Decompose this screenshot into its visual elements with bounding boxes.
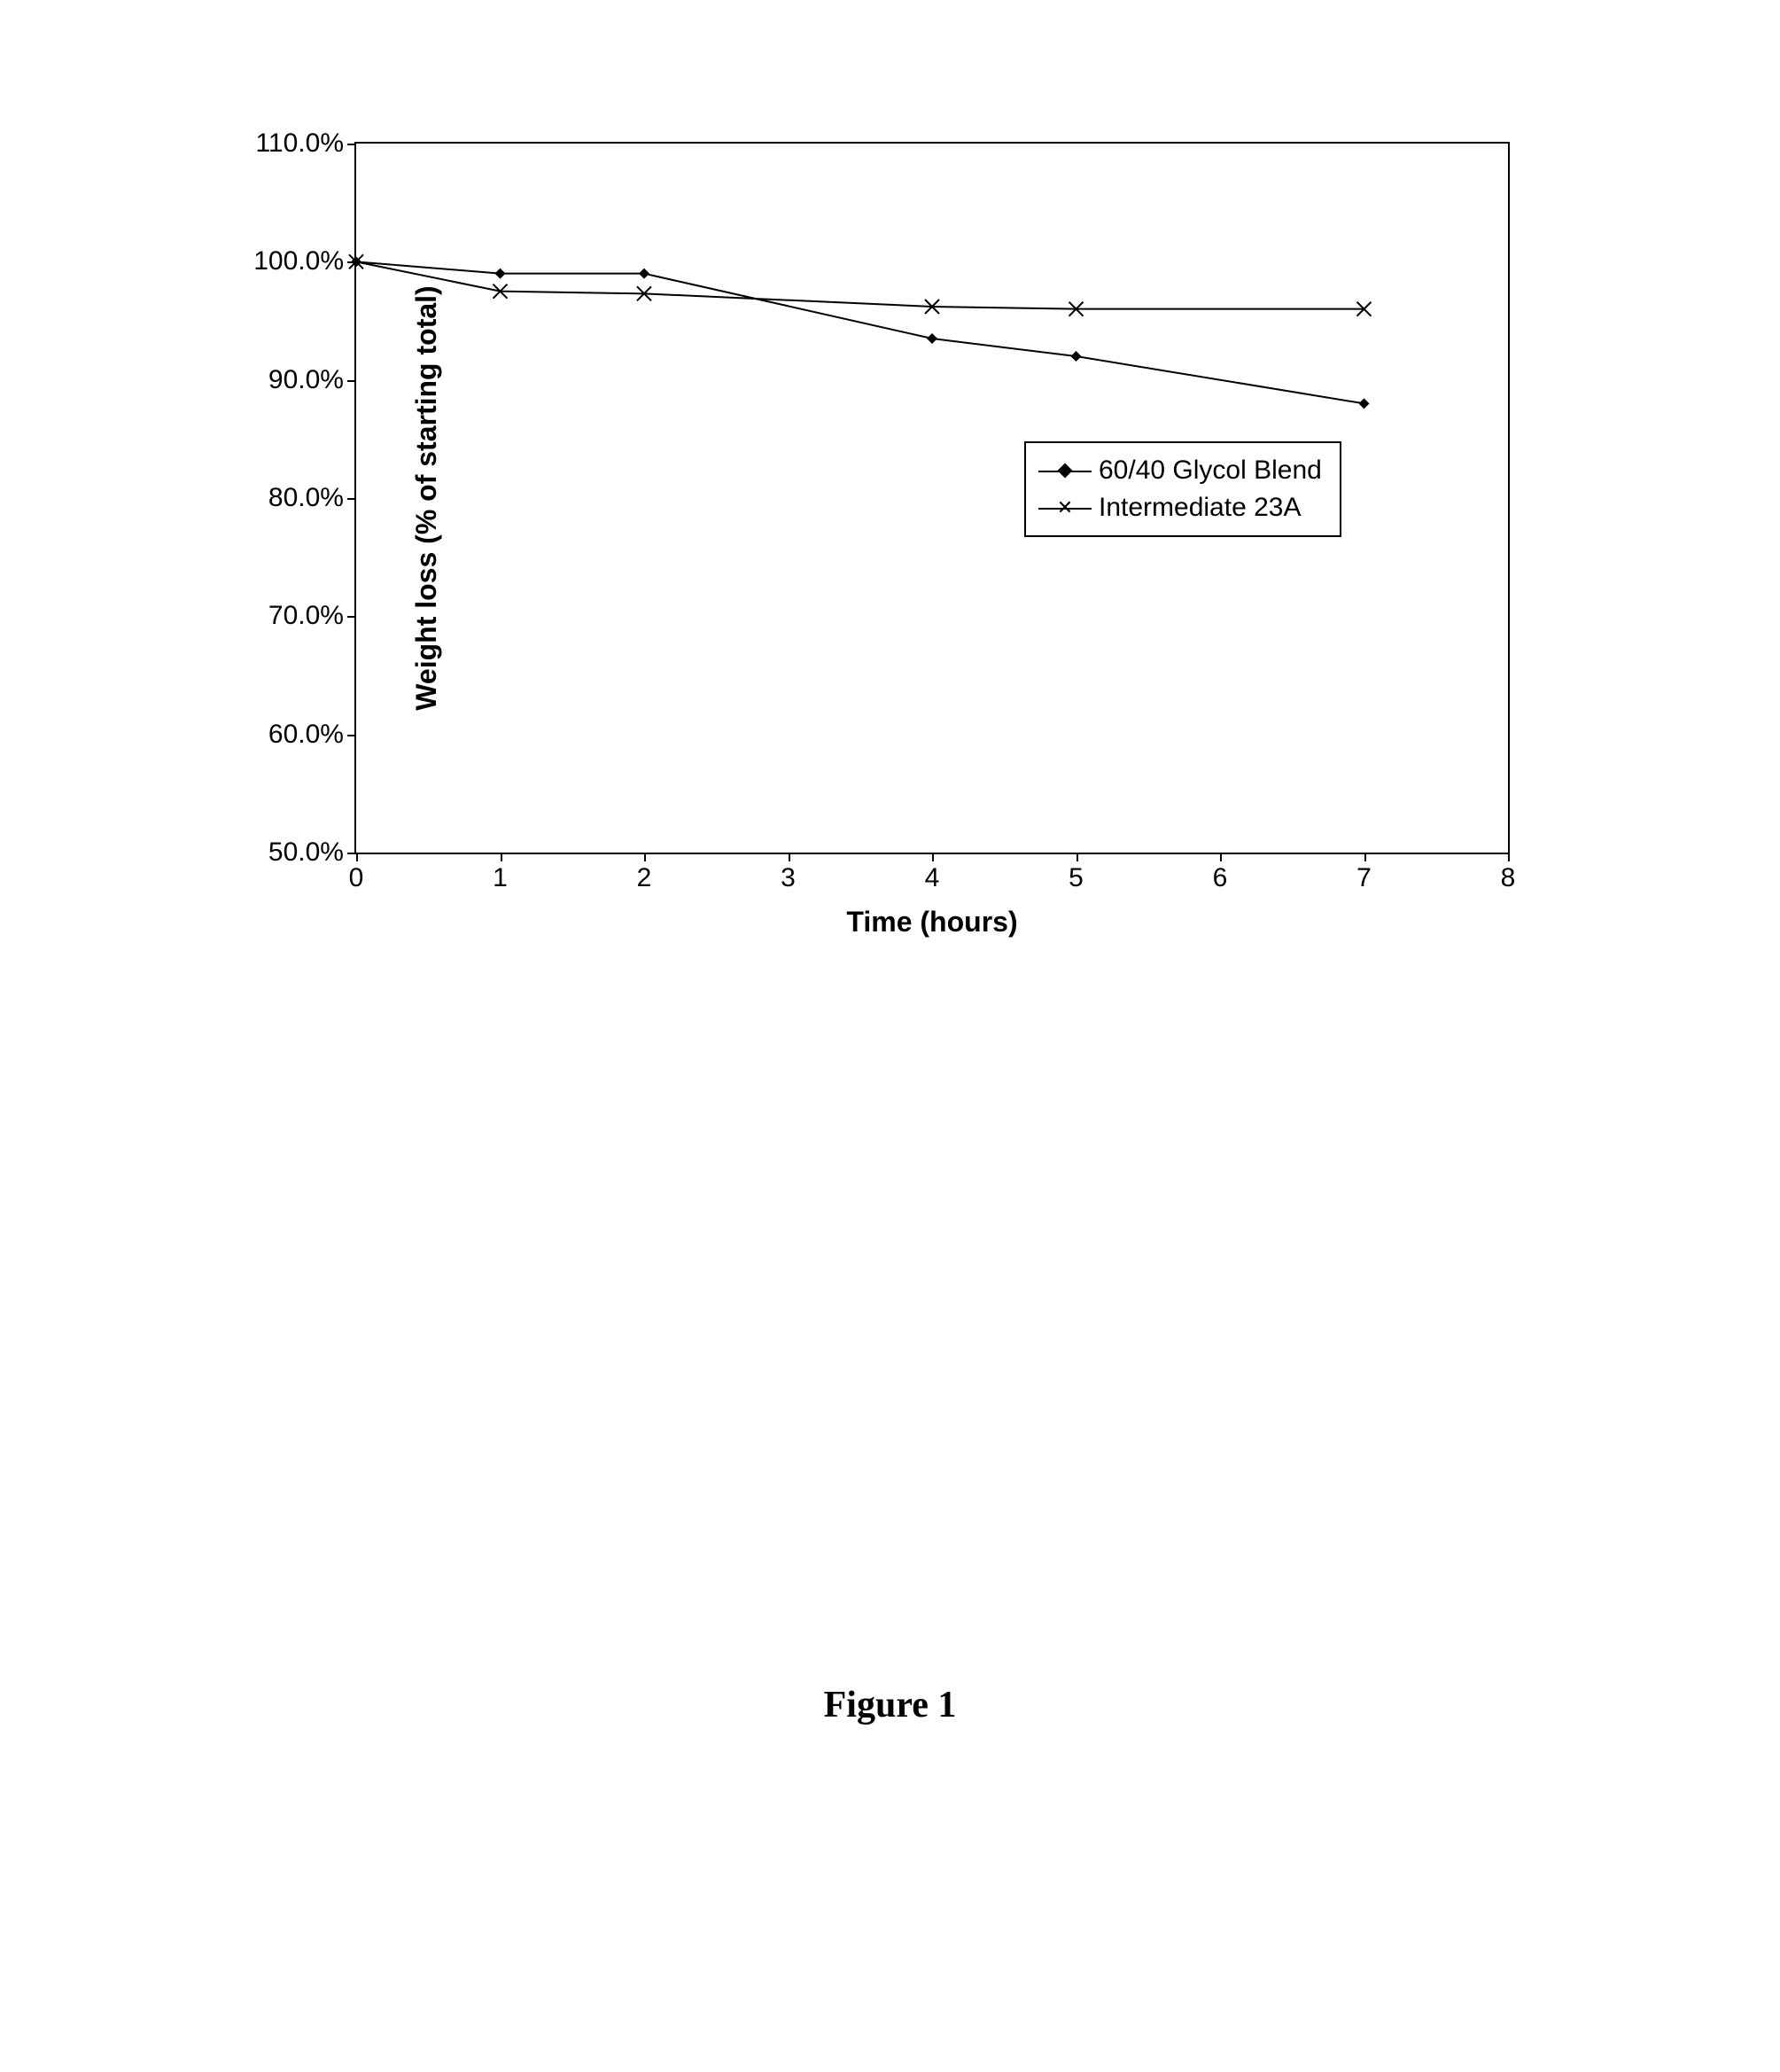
- x-tick: [1364, 853, 1366, 861]
- series-line: [356, 261, 1364, 308]
- x-tick: [932, 853, 934, 861]
- y-tick: [347, 616, 356, 618]
- x-tick-label: 8: [1501, 863, 1516, 893]
- y-tick-label: 50.0%: [268, 837, 344, 868]
- x-tick-label: 4: [925, 863, 940, 893]
- x-tick: [356, 853, 358, 861]
- x-tick: [644, 853, 646, 861]
- y-tick-label: 100.0%: [253, 246, 344, 277]
- y-tick: [347, 498, 356, 500]
- y-tick: [347, 735, 356, 736]
- y-tick: [347, 261, 356, 263]
- x-icon: ✕: [1057, 498, 1073, 518]
- y-tick-label: 90.0%: [268, 365, 344, 395]
- series-line: [356, 261, 1364, 403]
- x-axis-label: Time (hours): [846, 906, 1017, 939]
- x-tick-label: 3: [781, 863, 796, 893]
- diamond-marker-icon: [927, 333, 937, 344]
- x-tick: [1508, 853, 1510, 861]
- y-axis-label: Weight loss (% of starting total): [410, 285, 443, 710]
- x-tick-label: 7: [1356, 863, 1372, 893]
- x-tick: [501, 853, 502, 861]
- legend-label: Intermediate 23A: [1099, 493, 1301, 523]
- y-tick-label: 80.0%: [268, 483, 344, 513]
- x-tick: [1220, 853, 1222, 861]
- legend-item-intermediate: ✕ Intermediate 23A: [1038, 489, 1322, 526]
- x-tick-label: 5: [1069, 863, 1084, 893]
- y-tick: [347, 380, 356, 382]
- legend-swatch-x: ✕: [1038, 497, 1092, 518]
- x-tick-label: 2: [637, 863, 652, 893]
- figure-caption: Figure 1: [824, 1684, 957, 1726]
- y-tick-label: 70.0%: [268, 601, 344, 631]
- x-tick: [1077, 853, 1078, 861]
- diamond-marker-icon: [1359, 398, 1370, 409]
- y-tick: [347, 144, 356, 145]
- x-tick: [789, 853, 790, 861]
- legend-label: 60/40 Glycol Blend: [1099, 456, 1322, 486]
- x-tick-label: 0: [349, 863, 364, 893]
- y-tick-label: 110.0%: [255, 129, 344, 159]
- diamond-marker-icon: [495, 269, 506, 279]
- legend-item-glycol: 60/40 Glycol Blend: [1038, 452, 1322, 489]
- page: Time (hours) Weight loss (% of starting …: [0, 0, 1780, 2072]
- diamond-marker-icon: [639, 269, 649, 279]
- legend-swatch-diamond: [1038, 460, 1092, 481]
- diamond-icon: [1058, 463, 1073, 479]
- y-tick: [347, 853, 356, 854]
- plot-area: Time (hours) Weight loss (% of starting …: [354, 142, 1510, 854]
- y-tick-label: 60.0%: [268, 720, 344, 750]
- chart-container: Time (hours) Weight loss (% of starting …: [159, 106, 1577, 993]
- diamond-marker-icon: [1071, 351, 1082, 362]
- x-tick-label: 6: [1213, 863, 1228, 893]
- legend-box: 60/40 Glycol Blend ✕ Intermediate 23A: [1024, 441, 1341, 537]
- x-tick-label: 1: [493, 863, 508, 893]
